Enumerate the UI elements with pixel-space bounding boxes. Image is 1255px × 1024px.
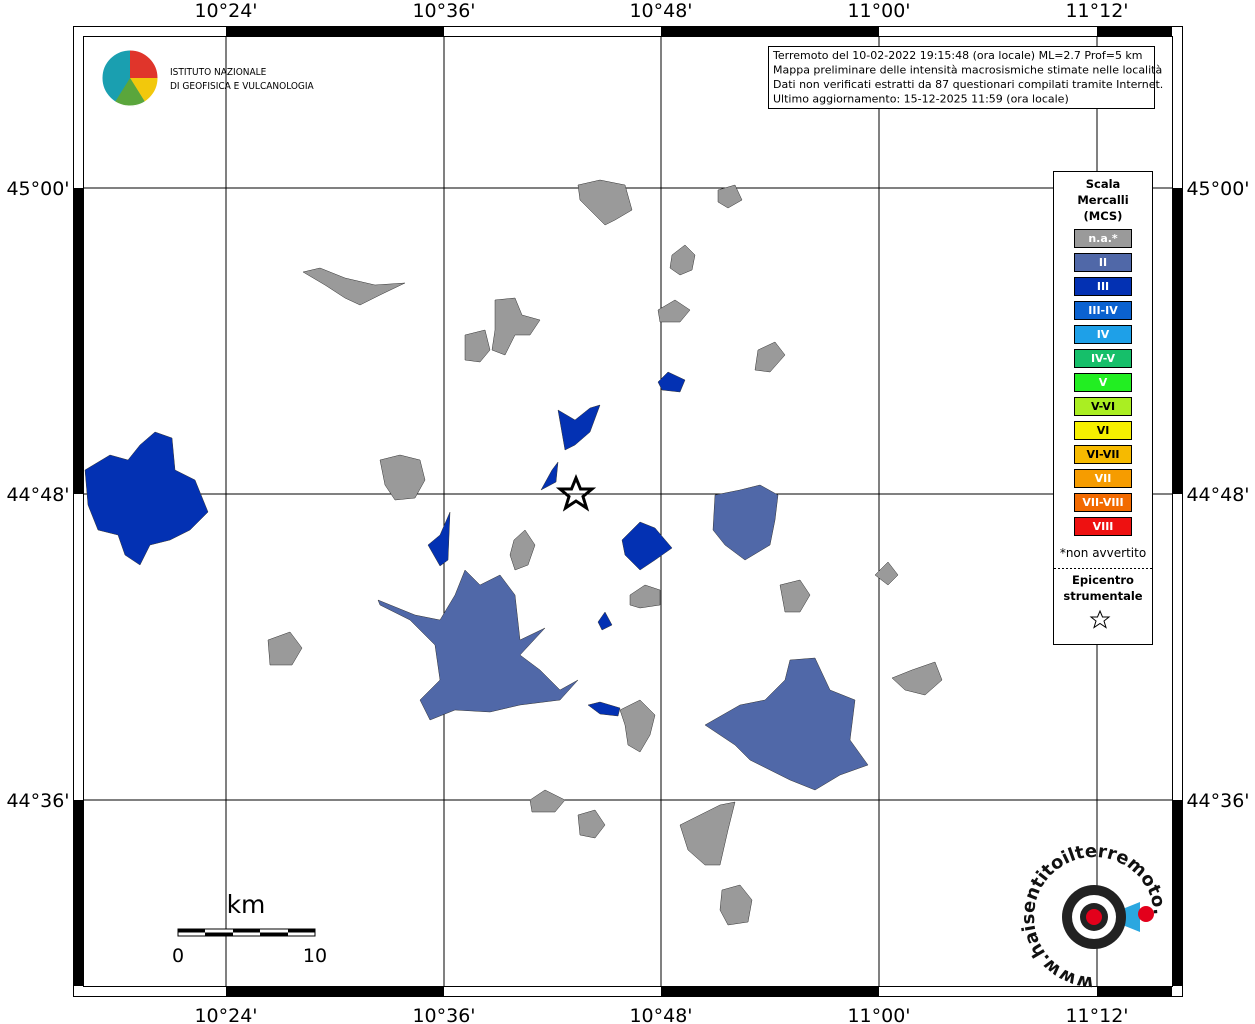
legend-label: VIII [1093,520,1114,533]
legend-swatch [1074,493,1132,512]
legend-swatch [1074,277,1132,296]
localities [84,179,943,926]
legend-swatch [1074,469,1132,488]
info-box [768,46,1155,109]
legend-label: VI [1097,424,1110,437]
legend-label: V [1099,376,1108,389]
legend-title: (MCS) [1084,209,1123,223]
legend-swatch [1074,253,1132,272]
info-line: Dati non verificati estratti da 87 quest… [773,78,1163,91]
lon-label: 10°48' [629,0,692,22]
legend-note: *non avvertito [1060,546,1146,560]
legend-title: Scala [1086,177,1121,191]
legend-swatch [1074,325,1132,344]
scale-bar: km 0 10 [172,890,327,967]
epicenter-star [555,474,597,512]
institute-line: DI GEOFISICA E VULCANOLOGIA [170,81,315,92]
info-line: Terremoto del 10-02-2022 19:15:48 (ora l… [772,49,1143,62]
lat-label: 44°36' [6,790,69,812]
legend-label: VI-VII [1086,448,1119,461]
lon-label: 10°36' [412,1005,475,1024]
map-frame [73,26,1183,997]
legend-label: III [1097,280,1109,293]
lon-label: 11°00' [847,1005,910,1024]
legend-swatch [1074,397,1132,416]
ingv-logo: ISTITUTO NAZIONALE DI GEOFISICA E VULCAN… [101,49,315,107]
lon-label: 11°12' [1065,1005,1128,1024]
legend-label: IV [1097,328,1110,341]
legend-label: III-IV [1088,304,1118,317]
lon-label: 10°36' [412,0,475,22]
lon-label: 11°12' [1065,0,1128,22]
legend-label: IV-V [1091,352,1116,365]
legend-epicenter: strumentale [1063,589,1142,603]
info-line: Ultimo aggiornamento: 15-12-2025 11:59 (… [773,93,1069,106]
map-area [83,36,1173,987]
frame-ticks [74,27,1182,996]
legend-swatch [1074,445,1132,464]
legend-epicenter: Epicentro [1072,573,1134,587]
lon-label: 10°48' [629,1005,692,1024]
legend-swatch [1074,229,1132,248]
lat-label: 45°00' [1186,178,1249,200]
institute-line: ISTITUTO NAZIONALE [170,67,267,78]
legend-label: n.a.* [1088,232,1118,245]
legend-title: Mercalli [1077,193,1128,207]
legend-label: VII [1095,472,1112,485]
legend-swatch [1074,349,1132,368]
legend-label: V-VI [1091,400,1115,413]
legend-star [1089,609,1111,629]
lon-label: 10°24' [194,0,257,22]
lon-label: 11°00' [847,0,910,22]
legend-swatch [1074,421,1132,440]
lon-label: 10°24' [194,1005,257,1024]
legend-swatch [1074,301,1132,320]
lat-label: 45°00' [6,178,69,200]
scale-label: 10 [303,945,327,967]
lat-label: 44°36' [1186,790,1249,812]
legend-label: II [1099,256,1107,269]
scale-unit: km [227,890,266,919]
legend-swatch [1074,517,1132,536]
lat-label: 44°48' [1186,484,1249,506]
legend-label: VII-VIII [1082,496,1123,509]
scale-label: 0 [172,945,184,967]
info-line: Mappa preliminare delle intensità macros… [773,64,1162,77]
lat-label: 44°48' [6,484,69,506]
legend-swatch [1074,373,1132,392]
